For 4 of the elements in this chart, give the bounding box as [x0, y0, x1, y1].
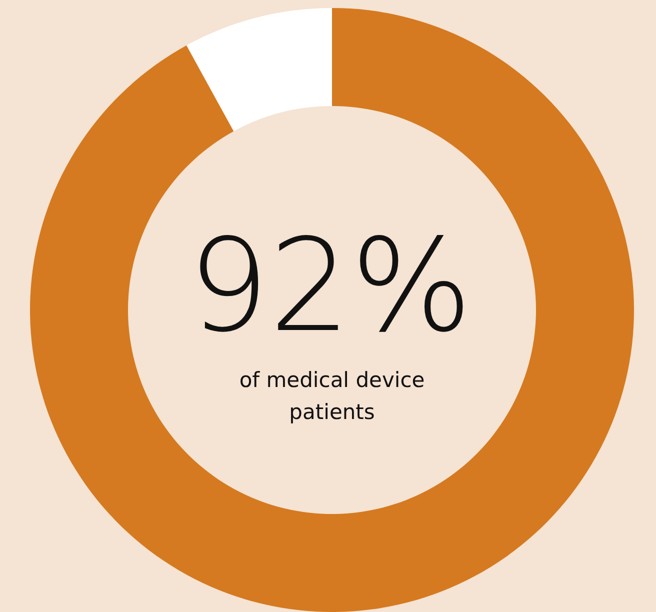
donut-slice	[186, 8, 332, 132]
data-label: 92%	[188, 212, 472, 361]
text: of medical device patients	[239, 368, 425, 424]
donut-slice	[30, 8, 634, 612]
